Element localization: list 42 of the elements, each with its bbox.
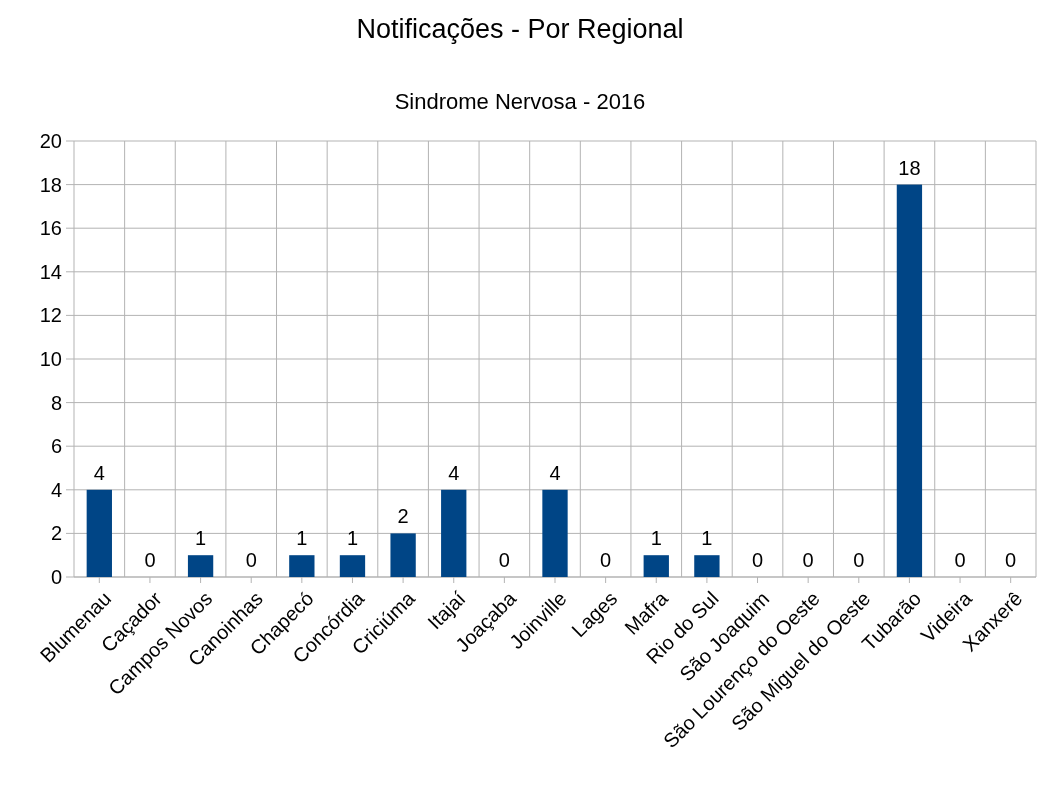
y-tick-label: 8 — [50, 391, 62, 414]
bar — [896, 184, 923, 577]
y-tick-label: 16 — [39, 217, 62, 240]
y-tick-label: 0 — [50, 566, 62, 588]
y-tick-label: 6 — [50, 435, 62, 458]
data-label: 1 — [701, 527, 713, 550]
y-tick-label: 4 — [50, 478, 62, 501]
y-tick-label: 2 — [50, 522, 62, 545]
y-tick-label: 18 — [39, 173, 62, 196]
bar — [339, 555, 366, 577]
data-label: 0 — [802, 549, 814, 571]
bar — [390, 533, 416, 577]
data-label: 0 — [498, 549, 510, 571]
bar — [694, 555, 720, 577]
bar — [86, 489, 112, 577]
bar — [643, 555, 669, 577]
data-label: 0 — [1005, 549, 1017, 571]
data-label: 2 — [397, 505, 409, 528]
data-label: 0 — [751, 549, 764, 571]
chart-subtitle: Sindrome Nervosa - 2016 — [394, 89, 646, 114]
bar — [441, 489, 467, 577]
data-label: 0 — [600, 549, 612, 571]
y-tick-label: 12 — [39, 304, 62, 327]
data-label: 1 — [296, 527, 308, 550]
data-label: 4 — [93, 461, 105, 484]
y-tick-label: 14 — [39, 260, 62, 283]
bar — [542, 489, 568, 577]
data-label: 0 — [954, 549, 966, 571]
data-label: 1 — [195, 527, 207, 550]
chart-title: Notificações - Por Regional — [356, 14, 684, 44]
data-label: 4 — [549, 461, 561, 484]
data-label: 0 — [144, 549, 156, 571]
y-tick-label: 20 — [39, 130, 62, 152]
data-label: 18 — [898, 156, 921, 179]
bar — [187, 555, 214, 577]
data-label: 1 — [346, 527, 359, 550]
data-label: 0 — [245, 549, 257, 571]
data-label: 4 — [448, 461, 460, 484]
y-tick-label: 10 — [39, 348, 62, 370]
data-label: 0 — [853, 549, 865, 571]
bar — [289, 555, 315, 577]
data-label: 1 — [650, 527, 662, 550]
